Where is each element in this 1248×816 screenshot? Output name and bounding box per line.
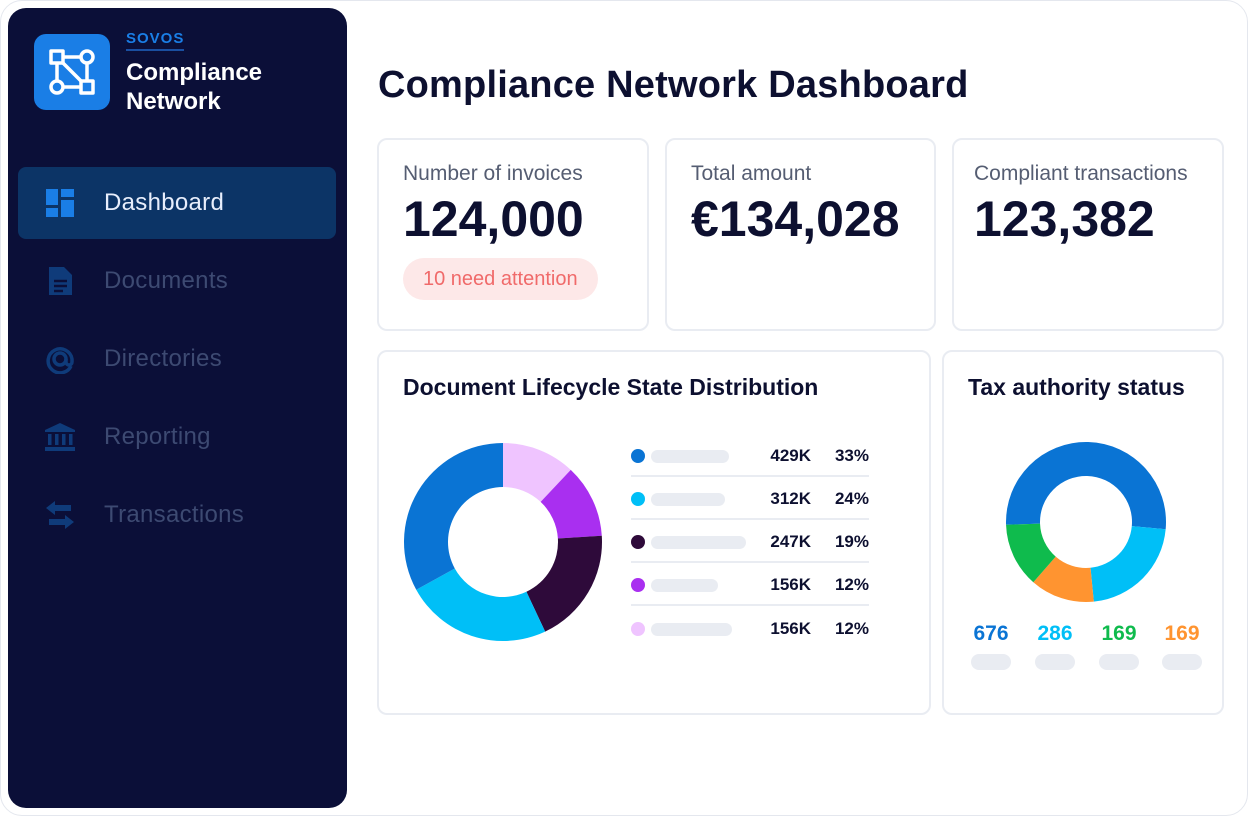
tax-donut-chart[interactable]: [1004, 440, 1168, 604]
document-icon: [44, 265, 76, 297]
tax-label-placeholder: [1162, 654, 1202, 670]
kpi-label: Number of invoices: [403, 162, 583, 185]
legend-count: 247K: [770, 532, 811, 551]
tax-value: 286: [1037, 622, 1073, 645]
donut-slice[interactable]: [503, 443, 571, 502]
legend-label-placeholder: [651, 450, 729, 463]
sidebar-item-label: Documents: [104, 267, 229, 294]
legend-percent: 19%: [834, 532, 869, 551]
donut-slice[interactable]: [1090, 526, 1166, 602]
legend-count: 156K: [770, 619, 811, 638]
kpi-label: Total amount: [691, 162, 812, 185]
kpi-card-invoices[interactable]: Number of invoices 124,000 10 need atten…: [377, 138, 649, 331]
sidebar-item-directories[interactable]: Directories: [18, 323, 336, 395]
legend-row: 156K 12%: [631, 563, 869, 606]
page-title: Compliance Network Dashboard: [378, 64, 969, 106]
sidebar-item-documents[interactable]: Documents: [18, 245, 336, 317]
company-name: SOVOS: [126, 30, 185, 51]
dashboard-grid-icon: [44, 187, 76, 219]
sidebar-nav: Dashboard Documents Directories Reporti: [18, 167, 336, 557]
donut-slice[interactable]: [416, 568, 546, 641]
legend-percent: 33%: [834, 446, 869, 465]
legend-label-placeholder: [651, 579, 718, 592]
sidebar-item-label: Dashboard: [104, 189, 225, 216]
tax-label-placeholder: [1099, 654, 1139, 670]
legend-percent: 12%: [834, 575, 869, 594]
tax-value: 676: [973, 622, 1009, 645]
at-sign-icon: [44, 343, 76, 375]
card-title: Document Lifecycle State Distribution: [403, 374, 819, 400]
legend-dot: [631, 449, 645, 463]
tax-authority-card: Tax authority status 676 286 169 169: [942, 350, 1224, 715]
attention-badge[interactable]: 10 need attention: [403, 258, 598, 300]
kpi-label: Compliant transactions: [974, 162, 1188, 185]
legend-dot: [631, 535, 645, 549]
legend-count: 156K: [770, 575, 811, 594]
sidebar-item-label: Reporting: [104, 423, 211, 450]
sidebar-item-label: Transactions: [104, 501, 245, 528]
sidebar-item-dashboard[interactable]: Dashboard: [18, 167, 336, 239]
legend-percent: 24%: [834, 489, 869, 508]
swap-arrows-icon: [44, 499, 76, 531]
bank-icon: [44, 421, 76, 453]
lifecycle-donut-chart[interactable]: [403, 442, 603, 642]
kpi-value: 123,382: [974, 191, 1155, 247]
legend-row: 247K 19%: [631, 520, 869, 563]
product-name-line1: Compliance: [126, 59, 263, 86]
legend-percent: 12%: [834, 619, 869, 638]
donut-slice[interactable]: [1033, 556, 1094, 602]
sidebar-item-transactions[interactable]: Transactions: [18, 479, 336, 551]
kpi-card-total-amount[interactable]: Total amount €134,028: [665, 138, 936, 331]
donut-slice[interactable]: [1006, 523, 1056, 583]
legend-dot: [631, 622, 645, 636]
sidebar-item-label: Directories: [104, 345, 222, 372]
kpi-value: €134,028: [691, 191, 900, 247]
legend-row: 156K 12%: [631, 607, 869, 650]
logo[interactable]: [34, 34, 110, 110]
legend-count: 312K: [770, 489, 811, 508]
donut-slice[interactable]: [404, 443, 503, 590]
kpi-card-compliant-transactions[interactable]: Compliant transactions 123,382: [952, 138, 1224, 331]
tax-label-placeholder: [1035, 654, 1075, 670]
legend-dot: [631, 578, 645, 592]
network-nodes-icon: [49, 49, 95, 95]
product-name-line2: Network: [126, 88, 221, 115]
legend-dot: [631, 492, 645, 506]
lifecycle-card: Document Lifecycle State Distribution 42…: [377, 350, 931, 715]
donut-slice[interactable]: [1006, 441, 1166, 530]
legend-row: 429K 33%: [631, 434, 869, 477]
sidebar: SOVOS Compliance Network Dashboard Docum…: [8, 8, 347, 808]
legend-count: 429K: [770, 446, 811, 465]
donut-slice[interactable]: [526, 535, 602, 632]
legend-row: 312K 24%: [631, 477, 869, 520]
product-name: Compliance Network: [126, 58, 326, 116]
tax-value: 169: [1164, 622, 1200, 645]
legend-label-placeholder: [651, 493, 725, 506]
legend-label-placeholder: [651, 623, 732, 636]
tax-value: 169: [1101, 622, 1137, 645]
sidebar-item-reporting[interactable]: Reporting: [18, 401, 336, 473]
tax-label-placeholder: [971, 654, 1011, 670]
legend-label-placeholder: [651, 536, 746, 549]
donut-slice[interactable]: [540, 469, 602, 539]
card-title: Tax authority status: [968, 374, 1185, 400]
kpi-value: 124,000: [403, 191, 584, 247]
